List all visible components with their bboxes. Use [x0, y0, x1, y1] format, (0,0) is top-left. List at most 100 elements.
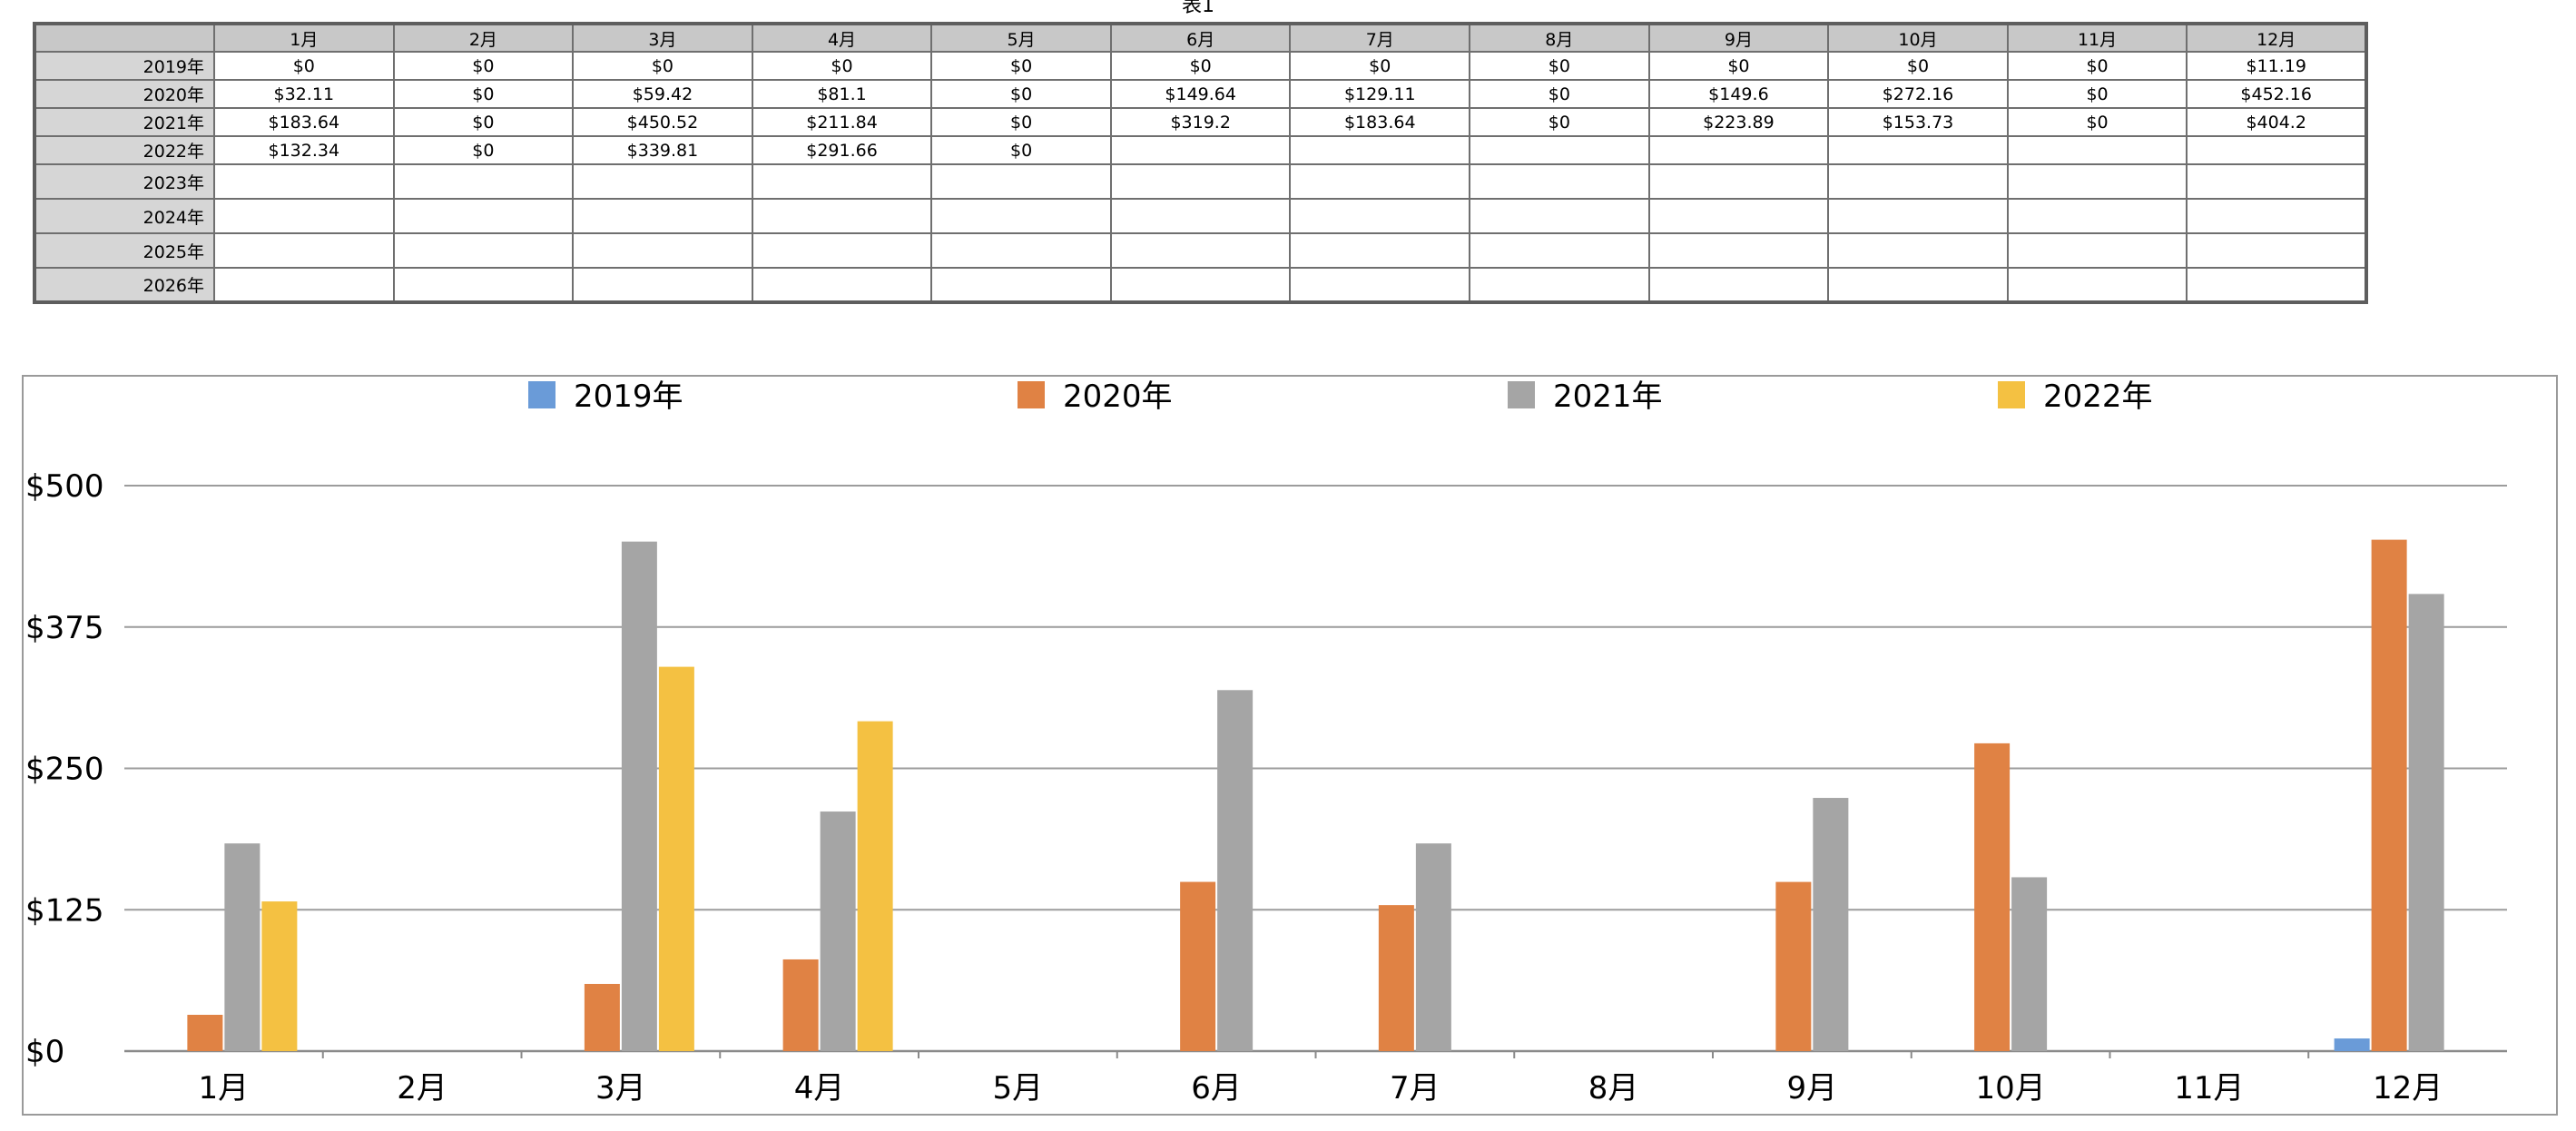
table-cell[interactable] [1469, 267, 1650, 303]
table-cell[interactable]: $0 [930, 135, 1112, 165]
table-cell[interactable] [751, 232, 933, 269]
table-cell[interactable]: $149.6 [1647, 79, 1830, 109]
table-cell[interactable]: $339.81 [572, 135, 753, 165]
bar-2021年-4月[interactable] [820, 811, 856, 1051]
table-cell[interactable] [1289, 267, 1471, 303]
month-header[interactable]: 7月 [1289, 23, 1471, 53]
bar-2021年-3月[interactable] [621, 541, 657, 1051]
table-cell[interactable]: $0 [392, 79, 575, 109]
year-row-header[interactable]: 2023年 [34, 163, 215, 200]
year-row-header[interactable]: 2024年 [34, 198, 215, 234]
bar-2021年-10月[interactable] [2011, 877, 2048, 1051]
table-cell[interactable] [930, 163, 1112, 200]
bar-2021年-12月[interactable] [2408, 594, 2444, 1051]
table-cell[interactable]: $0 [930, 107, 1112, 137]
table-cell[interactable]: $153.73 [1827, 107, 2009, 137]
month-header[interactable]: 6月 [1109, 23, 1292, 53]
table-cell[interactable] [930, 267, 1112, 303]
table-cell[interactable] [1827, 267, 2009, 303]
chart-frame[interactable]: $0 $125 $250 $375 $500 1月 2月 3月 4月 5月 6月 7月 8月 9月 10月 1… [22, 375, 2558, 1116]
table-cell[interactable] [1647, 267, 1830, 303]
year-row-header[interactable]: 2026年 [34, 267, 215, 303]
table-cell[interactable]: $183.64 [1289, 107, 1471, 137]
table-cell[interactable] [1109, 135, 1292, 165]
table-cell[interactable]: $0 [930, 79, 1112, 109]
table-cell[interactable] [751, 198, 933, 234]
table-cell[interactable] [572, 198, 753, 234]
month-header[interactable]: 3月 [572, 23, 753, 53]
table-cell[interactable] [1827, 163, 2009, 200]
table-cell[interactable]: $81.1 [751, 79, 933, 109]
table-cell[interactable]: $319.2 [1109, 107, 1292, 137]
table-cell[interactable] [2186, 163, 2367, 200]
month-header[interactable]: 4月 [751, 23, 933, 53]
table-cell[interactable] [213, 267, 395, 303]
table-cell[interactable]: $0 [1647, 51, 1830, 81]
table-cell[interactable] [2006, 267, 2188, 303]
table-cell[interactable] [751, 267, 933, 303]
table-cell[interactable]: $0 [1469, 51, 1650, 81]
month-header[interactable]: 8月 [1469, 23, 1650, 53]
table-cell[interactable] [1827, 135, 2009, 165]
table-cell[interactable]: $0 [2006, 51, 2188, 81]
table-cell[interactable]: $0 [1109, 51, 1292, 81]
table-cell[interactable] [1469, 163, 1650, 200]
table-cell[interactable]: $0 [392, 135, 575, 165]
table-cell[interactable]: $211.84 [751, 107, 933, 137]
month-header[interactable]: 5月 [930, 23, 1112, 53]
bar-2022年-1月[interactable] [261, 901, 298, 1051]
month-header[interactable]: 12月 [2186, 23, 2367, 53]
table-cell[interactable] [392, 232, 575, 269]
table-cell[interactable]: $404.2 [2186, 107, 2367, 137]
table-cell[interactable] [1289, 232, 1471, 269]
table-cell[interactable]: $59.42 [572, 79, 753, 109]
table-cell[interactable] [2186, 232, 2367, 269]
table-cell[interactable] [392, 163, 575, 200]
table-cell[interactable] [1289, 163, 1471, 200]
table-cell[interactable] [1109, 232, 1292, 269]
table-cell[interactable] [572, 163, 753, 200]
table-cell[interactable] [1289, 135, 1471, 165]
table-cell[interactable] [213, 232, 395, 269]
table-cell[interactable]: $0 [572, 51, 753, 81]
table-cell[interactable] [1647, 163, 1830, 200]
table-cell[interactable] [1469, 135, 1650, 165]
year-row-header[interactable]: 2022年 [34, 135, 215, 165]
table-cell[interactable]: $223.89 [1647, 107, 1830, 137]
table-cell[interactable] [1647, 135, 1830, 165]
bar-2019年-12月[interactable] [2334, 1038, 2370, 1051]
table-cell[interactable]: $450.52 [572, 107, 753, 137]
bar-2020年-6月[interactable] [1180, 881, 1216, 1051]
table-cell[interactable]: $0 [213, 51, 395, 81]
table-cell[interactable] [2186, 135, 2367, 165]
year-row-header[interactable]: 2020年 [34, 79, 215, 109]
year-row-header[interactable]: 2025年 [34, 232, 215, 269]
bar-2022年-4月[interactable] [857, 721, 893, 1051]
table-cell[interactable] [930, 198, 1112, 234]
table-cell[interactable]: $132.34 [213, 135, 395, 165]
bar-2021年-7月[interactable] [1415, 843, 1451, 1051]
table-cell[interactable]: $0 [392, 51, 575, 81]
table-cell[interactable]: $0 [2006, 107, 2188, 137]
table-cell[interactable] [2006, 232, 2188, 269]
table-corner-cell[interactable] [34, 23, 215, 53]
table-cell[interactable] [392, 267, 575, 303]
bar-2020年-12月[interactable] [2371, 539, 2407, 1051]
table-cell[interactable] [2186, 267, 2367, 303]
bar-2020年-9月[interactable] [1775, 881, 1812, 1051]
bar-2022年-3月[interactable] [658, 666, 694, 1051]
year-row-header[interactable]: 2019年 [34, 51, 215, 81]
table-cell[interactable] [2006, 198, 2188, 234]
table-cell[interactable] [1647, 198, 1830, 234]
bar-2020年-4月[interactable] [782, 959, 819, 1051]
table-cell[interactable] [930, 232, 1112, 269]
table-cell[interactable]: $183.64 [213, 107, 395, 137]
month-header[interactable]: 11月 [2006, 23, 2188, 53]
table-cell[interactable] [2006, 163, 2188, 200]
year-row-header[interactable]: 2021年 [34, 107, 215, 137]
table-cell[interactable]: $11.19 [2186, 51, 2367, 81]
table-cell[interactable]: $452.16 [2186, 79, 2367, 109]
table-cell[interactable] [1469, 198, 1650, 234]
table-cell[interactable]: $0 [751, 51, 933, 81]
table-cell[interactable]: $129.11 [1289, 79, 1471, 109]
